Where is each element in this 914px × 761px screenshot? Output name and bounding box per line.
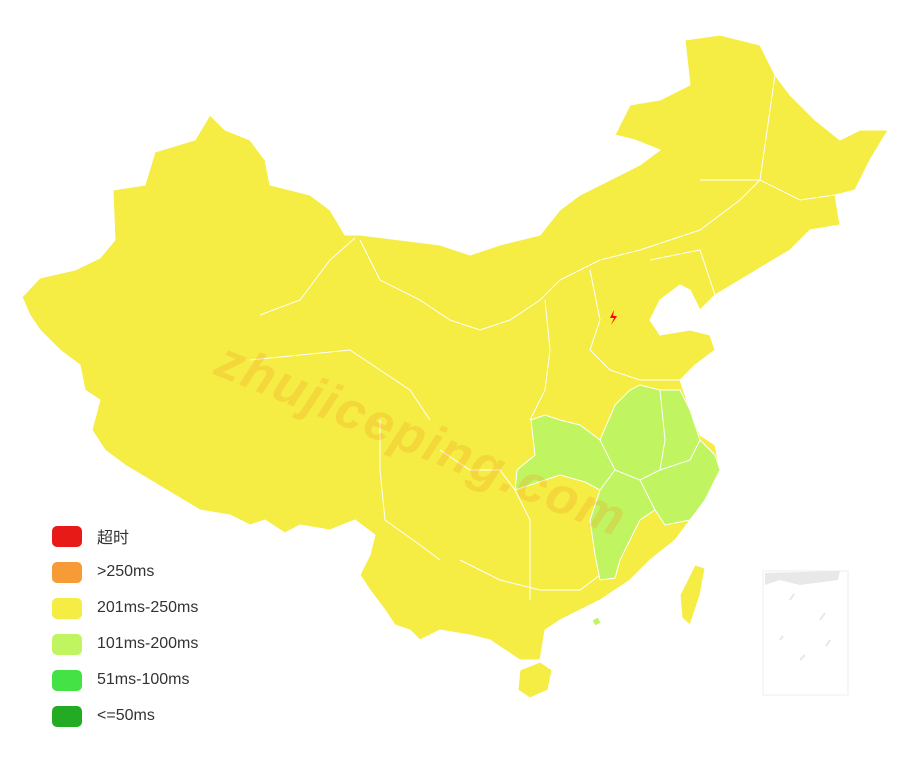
region-101-200ms[interactable] [514, 384, 721, 581]
legend-item-over-250[interactable]: >250ms [52, 554, 198, 590]
green-province-borders [599, 389, 701, 511]
legend-item-101-200[interactable]: 101ms-200ms [52, 626, 198, 662]
legend-item-201-250[interactable]: 201ms-250ms [52, 590, 198, 626]
hong-kong[interactable] [591, 616, 602, 627]
legend-item-timeout[interactable]: 超时 [52, 518, 198, 554]
legend-item-51-100[interactable]: 51ms-100ms [52, 662, 198, 698]
taiwan[interactable] [679, 564, 706, 626]
south-china-sea-inset [762, 570, 849, 696]
legend-swatch [52, 597, 82, 619]
legend-label: 超时 [97, 530, 130, 547]
legend: 超时 >250ms 201ms-250ms 101ms-200ms 51ms-1… [52, 518, 198, 734]
lightning-icon[interactable] [610, 310, 617, 325]
province-borders [249, 74, 836, 600]
legend-swatch [52, 561, 82, 583]
legend-swatch [52, 633, 82, 655]
legend-label: 201ms-250ms [97, 599, 199, 616]
legend-label: >250ms [97, 563, 155, 580]
legend-label: <=50ms [97, 707, 155, 724]
hainan[interactable] [517, 661, 553, 699]
legend-label: 101ms-200ms [97, 635, 199, 652]
legend-item-under-50[interactable]: <=50ms [52, 698, 198, 734]
legend-label: 51ms-100ms [97, 671, 190, 688]
legend-swatch [52, 669, 82, 691]
legend-swatch [52, 705, 82, 727]
legend-swatch [52, 525, 82, 547]
